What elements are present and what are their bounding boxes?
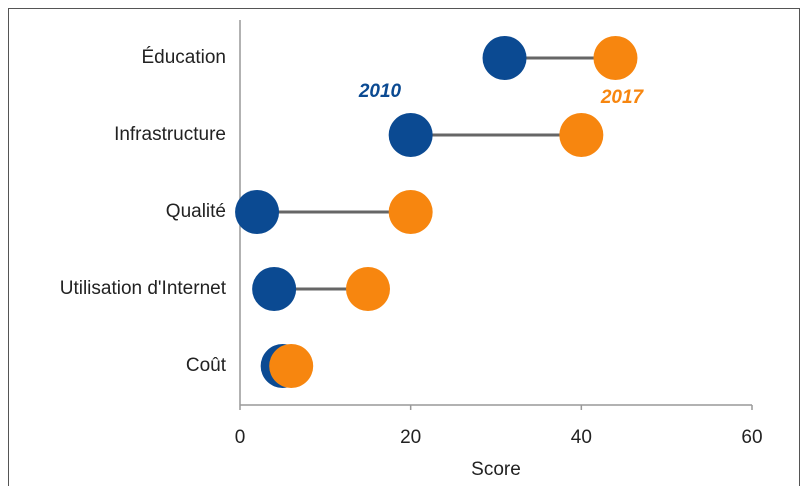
dot: [346, 267, 390, 311]
dot: [235, 190, 280, 234]
series-label: 2017: [600, 87, 645, 108]
x-axis-label: Score: [471, 459, 521, 480]
dot: [388, 113, 433, 157]
x-tick-label: 40: [571, 427, 592, 448]
y-tick-label: Éducation: [141, 47, 226, 68]
dot: [593, 36, 638, 80]
dot: [559, 113, 604, 157]
dot: [388, 190, 433, 234]
y-tick-label: Utilisation d'Internet: [60, 278, 227, 299]
x-tick-label: 20: [400, 427, 421, 448]
y-tick-label: Coût: [186, 355, 227, 376]
dot: [482, 36, 527, 80]
frame: [8, 8, 800, 486]
dot: [252, 267, 297, 311]
x-tick-label: 0: [235, 427, 246, 448]
dot: [269, 344, 314, 388]
y-tick-label: Infrastructure: [114, 124, 226, 145]
series-label: 2010: [358, 81, 402, 102]
y-tick-label: Qualité: [166, 201, 226, 222]
x-tick-label: 60: [741, 427, 762, 448]
